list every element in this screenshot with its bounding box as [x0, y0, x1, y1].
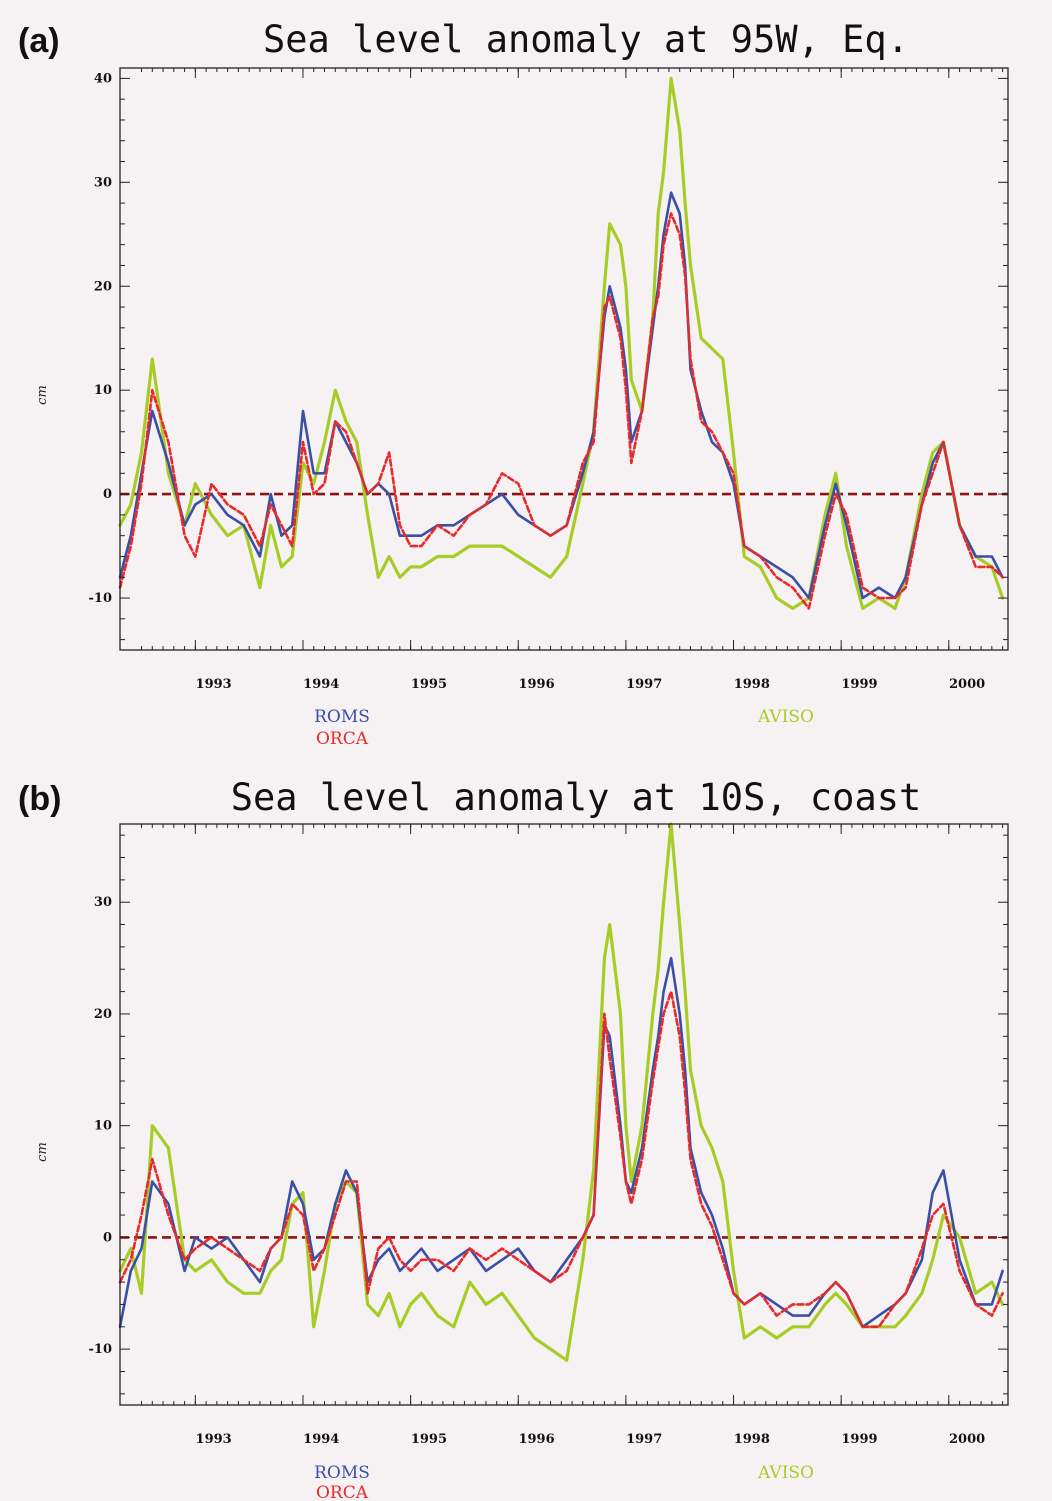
series-line-orca: [118, 212, 1004, 610]
panel-a: (a) Sea level anomaly at 95W, Eq. cm -10…: [18, 18, 1009, 749]
legend-roms: ROMS: [314, 707, 370, 727]
y-tick-label: 40: [94, 71, 112, 86]
chart-title: Sea level anomaly at 95W, Eq.: [263, 18, 909, 61]
legend-orca: ORCA: [316, 729, 369, 749]
x-tick-label: 2000: [949, 677, 985, 692]
y-tick-label: 20: [94, 1007, 112, 1022]
x-tick-label: 1994: [303, 1432, 339, 1447]
panel-label: (b): [18, 780, 61, 818]
plot-frame: [119, 67, 1009, 651]
x-tick-label: 1999: [841, 677, 877, 692]
y-axis-label: cm: [35, 385, 50, 405]
panel-b: (b) Sea level anomaly at 10S, coast cm -…: [18, 776, 1009, 1501]
x-tick-label: 1994: [303, 677, 339, 692]
y-tick-label: -10: [89, 1342, 113, 1357]
legend-roms: ROMS: [314, 1463, 370, 1483]
series-line-roms: [118, 191, 1004, 600]
series-line-orca: [118, 990, 1004, 1329]
x-tick-label: 1996: [518, 677, 554, 692]
x-tick-label: 1995: [411, 677, 447, 692]
y-tick-label: 0: [103, 487, 112, 502]
series-line-roms: [118, 956, 1004, 1329]
x-tick-label: 1995: [411, 1432, 447, 1447]
x-tick-label: 1997: [626, 677, 662, 692]
panel-label: (a): [18, 22, 60, 60]
y-tick-label: 20: [94, 279, 112, 294]
x-tick-label: 1993: [196, 677, 232, 692]
legend-aviso: AVISO: [757, 1463, 814, 1483]
x-tick-label: 2000: [949, 1432, 985, 1447]
y-tick-label: 10: [94, 1119, 112, 1134]
series-line-aviso: [118, 822, 1005, 1362]
plot-area: -10 0 10 20 30 40 1993 1994 1995 1996 1997 1998 1999…: [89, 67, 1009, 692]
x-tick-label: 1998: [734, 1432, 770, 1447]
x-tick-label: 1998: [734, 677, 770, 692]
plot-frame: [119, 823, 1009, 1406]
x-tick-label: 1996: [518, 1432, 554, 1447]
x-tick-label: 1999: [841, 1432, 877, 1447]
y-tick-label: 30: [94, 175, 112, 190]
y-tick-label: -10: [89, 591, 113, 606]
x-tick-label: 1997: [626, 1432, 662, 1447]
plot-area: -10 0 10 20 30 1993 1994 1995 1996 1997 1998 1999 20…: [89, 822, 1009, 1447]
x-tick-label: 1993: [196, 1432, 232, 1447]
y-tick-label: 10: [94, 383, 112, 398]
legend-orca: ORCA: [316, 1483, 369, 1501]
y-axis-label: cm: [35, 1142, 50, 1162]
y-tick-label: 0: [103, 1230, 112, 1245]
legend-aviso: AVISO: [757, 707, 814, 727]
chart-title: Sea level anomaly at 10S, coast: [231, 776, 922, 819]
y-tick-label: 30: [94, 895, 112, 910]
